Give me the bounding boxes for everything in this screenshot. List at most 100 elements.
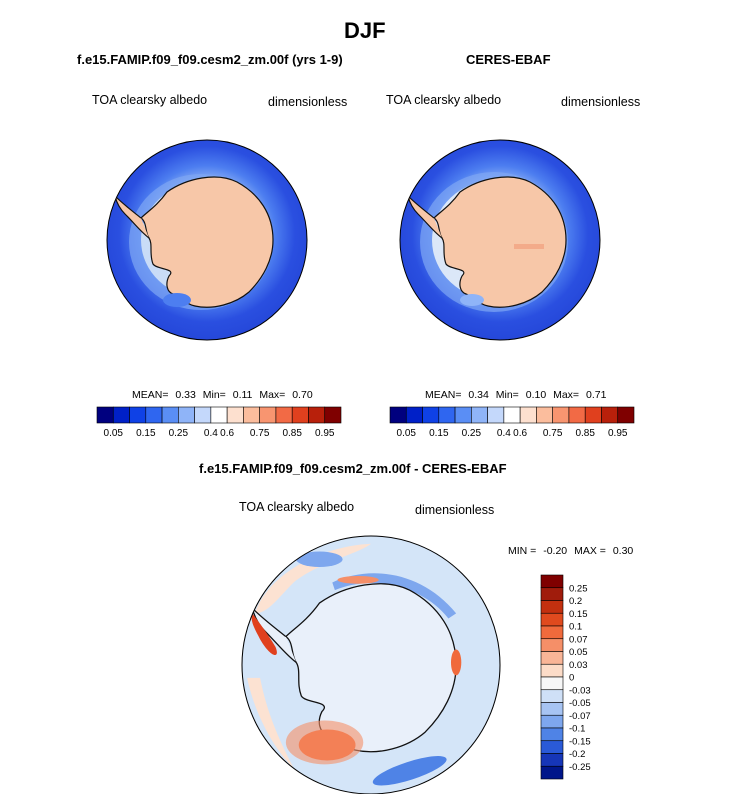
max-value: 0.70	[292, 389, 313, 401]
colorbar-swatch	[540, 638, 564, 652]
panel-2-variable: TOA clearsky albedo	[386, 93, 502, 107]
max-label: MAX =	[574, 545, 606, 557]
max-value: 0.71	[585, 389, 607, 401]
diff-negative-north	[296, 551, 343, 567]
colorbar-swatch	[454, 406, 472, 424]
colorbar-swatch	[178, 406, 195, 424]
colorbar-tick-label: -0.07	[569, 711, 591, 722]
plateau-patch	[514, 244, 544, 249]
colorbar-swatch	[540, 714, 564, 729]
colorbar-tick-label: 0.95	[608, 428, 628, 439]
colorbar-panel-2: 0.05 0.15 0.25 0.4 0.6 0.75 0.85 0.95	[389, 406, 635, 439]
diff-panel-title: f.e15.FAMIP.f09_f09.cesm2_zm.00f - CERES…	[199, 461, 507, 476]
colorbar-swatch	[540, 702, 564, 716]
colorbar-swatch	[161, 406, 179, 424]
colorbar-swatch	[540, 574, 564, 589]
colorbar-tick-label: -0.15	[569, 736, 591, 747]
colorbar-swatch	[471, 406, 488, 424]
diff-positive-north-coast	[337, 575, 379, 584]
colorbar-swatch	[540, 765, 564, 780]
min-label: Min=	[495, 389, 519, 401]
mean-value: 0.33	[175, 389, 196, 401]
colorbar-swatch	[540, 600, 564, 614]
peninsula	[113, 194, 150, 239]
diff-panel-units: dimensionless	[415, 503, 495, 517]
colorbar-tick-label: 0.4	[204, 428, 218, 439]
colorbar-swatch	[519, 406, 537, 424]
map-panel-2	[399, 139, 601, 341]
min-label: MIN =	[508, 545, 537, 557]
colorbar-tick-label: 0.15	[136, 428, 156, 439]
colorbar-tick-label: 0.25	[569, 583, 588, 594]
colorbar-swatch	[129, 406, 147, 424]
min-label: Min=	[202, 389, 226, 401]
colorbar-swatch	[112, 406, 130, 424]
colorbar-tick-label: 0.25	[169, 428, 189, 439]
colorbar-swatch	[540, 740, 564, 754]
colorbar-swatch	[96, 406, 114, 424]
colorbar-swatch	[226, 406, 244, 424]
map-difference	[241, 535, 501, 794]
diff-negative-south	[372, 756, 447, 786]
colorbar-tick-label: 0.05	[397, 428, 417, 439]
colorbar-tick-label: 0.95	[315, 428, 335, 439]
max-label: Max=	[259, 389, 286, 401]
colorbar-swatch	[210, 406, 228, 424]
colorbar-swatch	[145, 406, 163, 424]
colorbar-tick-label: 0.15	[569, 609, 588, 620]
colorbar-tick-label: 0.4	[497, 428, 511, 439]
colorbar-tick-label: 0.6	[220, 428, 234, 439]
colorbar-swatch	[438, 406, 456, 424]
max-value: 0.30	[612, 545, 634, 557]
colorbar-tick-label: 0	[569, 673, 574, 684]
colorbar-swatch	[291, 406, 309, 424]
colorbar-swatch	[540, 612, 564, 627]
colorbar-swatch	[487, 406, 505, 424]
colorbar-swatch	[601, 406, 619, 424]
mean-value: 0.34	[468, 389, 489, 401]
colorbar-tick-label: -0.03	[569, 685, 591, 696]
colorbar-swatch	[194, 406, 212, 424]
panel-1-title: f.e15.FAMIP.f09_f09.cesm2_zm.00f (yrs 1-…	[77, 52, 343, 67]
colorbar-swatch	[540, 753, 564, 767]
colorbar-swatch	[617, 406, 635, 424]
colorbar-tick-label: -0.05	[569, 698, 591, 709]
colorbar-swatch	[389, 406, 407, 424]
colorbar-difference: 0.25 0.2 0.15 0.10.07 0.05 0.03 0-0.03 -0.05 -0.…	[540, 574, 591, 780]
colorbar-swatch	[503, 406, 521, 424]
colorbar-tick-label: 0.1	[569, 622, 582, 633]
panel-2-stats: MEAN= 0.34 Min= 0.10 Max= 0.71	[425, 389, 606, 401]
colorbar-tick-label: 0.75	[543, 428, 563, 439]
page-title: DJF	[344, 18, 386, 43]
colorbar-tick-label: 0.85	[282, 428, 302, 439]
panel-1-units: dimensionless	[268, 95, 348, 109]
colorbar-swatch	[540, 689, 564, 703]
colorbar-swatch	[540, 651, 564, 665]
colorbar-tick-label: -0.1	[569, 724, 585, 735]
panel-1-variable: TOA clearsky albedo	[92, 93, 208, 107]
colorbar-swatch	[422, 406, 440, 424]
min-value: -0.20	[543, 545, 568, 557]
colorbar-tick-label: -0.25	[569, 762, 591, 773]
panel-2-units: dimensionless	[561, 95, 641, 109]
colorbar-swatch	[275, 406, 293, 424]
colorbar-tick-label: 0.15	[429, 428, 449, 439]
colorbar-tick-label: 0.75	[250, 428, 270, 439]
colorbar-swatch	[540, 727, 564, 742]
colorbar-swatch	[308, 406, 326, 424]
map-panel-1	[106, 139, 308, 341]
ross-shelf-anomaly	[163, 293, 191, 307]
colorbar-tick-label: 0.05	[104, 428, 124, 439]
colorbar-tick-label: 0.2	[569, 596, 582, 607]
colorbar-tick-label: 0.03	[569, 660, 588, 671]
min-value: 0.10	[525, 389, 547, 401]
colorbar-panel-1: 0.05 0.15 0.25 0.4 0.6 0.75 0.85 0.95	[96, 406, 342, 439]
colorbar-tick-label: 0.07	[569, 634, 588, 645]
colorbar-swatch	[324, 406, 342, 424]
ross-shelf-anomaly	[460, 294, 484, 306]
colorbar-swatch	[540, 676, 564, 691]
colorbar-tick-label: -0.2	[569, 749, 585, 760]
colorbar-swatch	[243, 406, 260, 424]
diff-positive-weddell	[251, 613, 277, 656]
colorbar-swatch	[540, 587, 564, 601]
